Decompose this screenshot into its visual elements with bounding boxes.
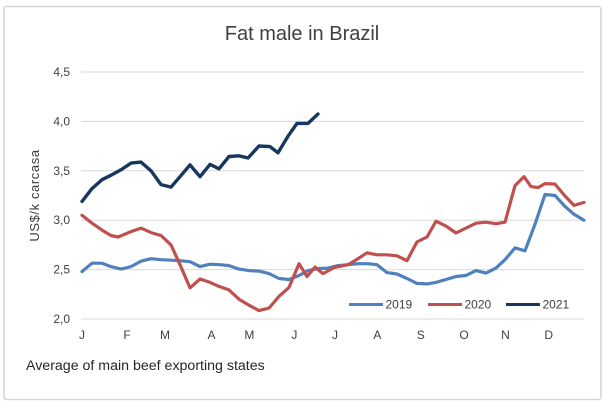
svg-text:3,0: 3,0 [53,213,70,227]
svg-text:2,0: 2,0 [53,312,70,326]
svg-text:N: N [501,328,510,342]
svg-text:D: D [544,328,553,342]
svg-text:4,5: 4,5 [53,65,70,79]
svg-text:S: S [417,328,425,342]
svg-text:A: A [373,328,381,342]
svg-text:M: M [244,328,254,342]
svg-text:O: O [459,328,468,342]
svg-text:A: A [207,328,215,342]
svg-text:J: J [291,328,297,342]
svg-text:2,5: 2,5 [53,263,70,277]
svg-text:2020: 2020 [465,298,492,312]
svg-text:3,5: 3,5 [53,164,70,178]
svg-text:F: F [123,328,130,342]
svg-text:2021: 2021 [543,298,570,312]
svg-text:US$/k carcasa: US$/k carcasa [27,149,42,242]
svg-text:Fat male in Brazil: Fat male in Brazil [225,23,380,45]
svg-text:4,0: 4,0 [53,114,70,128]
svg-text:Average of main beef exporting: Average of main beef exporting states [26,358,265,374]
svg-text:M: M [160,328,170,342]
svg-text:2019: 2019 [386,298,413,312]
svg-text:J: J [332,328,338,342]
svg-text:J: J [79,328,85,342]
